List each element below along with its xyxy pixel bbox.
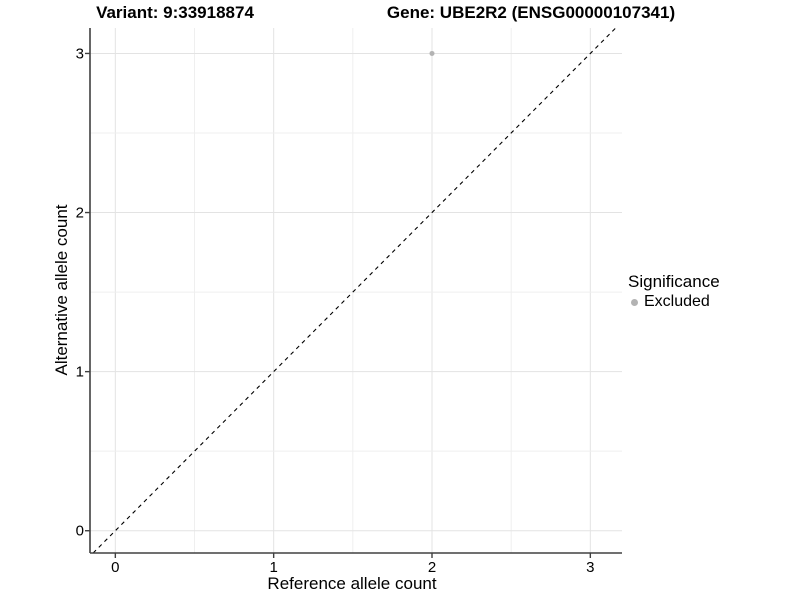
y-tick-label: 3	[76, 45, 84, 62]
variant-title: Variant: 9:33918874	[96, 3, 254, 22]
x-tick-label: 2	[428, 559, 436, 576]
legend-title: Significance	[628, 272, 720, 291]
legend-item-excluded: Excluded	[628, 292, 720, 312]
x-tick-label: 0	[111, 559, 119, 576]
identity-reference-line	[92, 27, 617, 554]
gene-title: Gene: UBE2R2 (ENSG00000107341)	[386, 3, 676, 22]
legend-item-label: Excluded	[644, 293, 710, 310]
x-tick-label: 1	[269, 559, 277, 576]
excluded-point-icon	[631, 298, 638, 306]
y-tick-label: 1	[76, 364, 84, 381]
legend: Significance Excluded	[628, 272, 720, 312]
y-tick-label: 2	[76, 205, 84, 222]
x-tick-label: 3	[586, 559, 594, 576]
y-tick-label: 0	[76, 523, 84, 540]
data-point	[429, 50, 435, 56]
x-axis-label: Reference allele count	[267, 574, 437, 593]
y-axis-label: Alternative allele count	[52, 204, 71, 376]
